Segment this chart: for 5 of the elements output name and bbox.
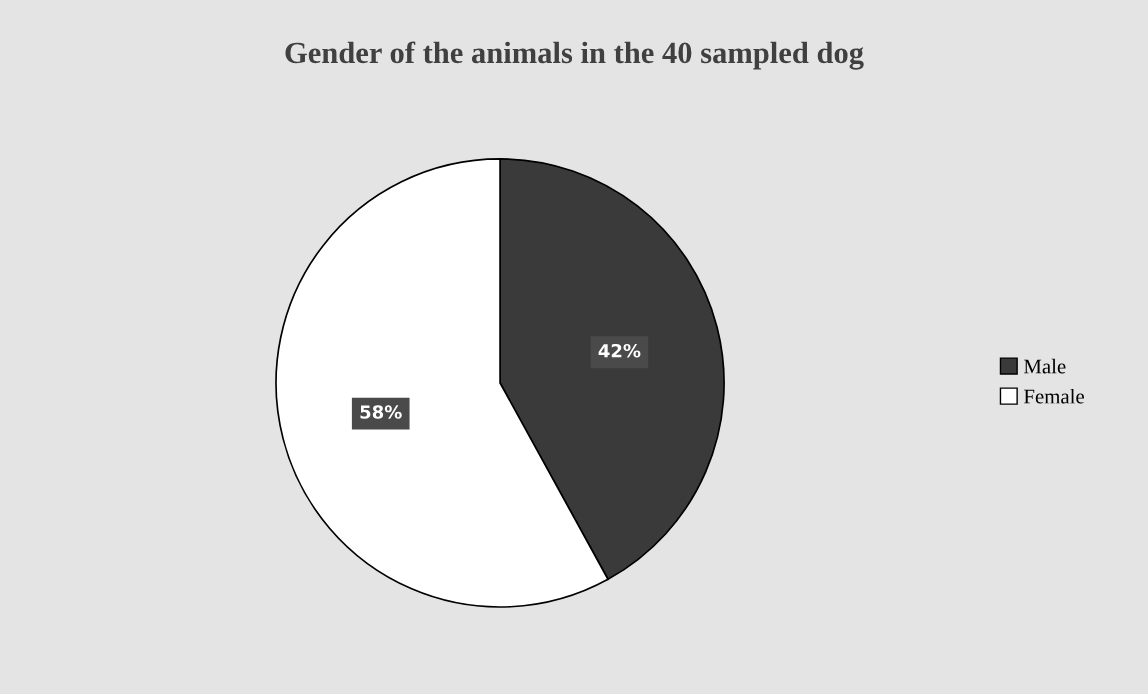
data-label: 58%	[360, 405, 402, 419]
legend-label: Male	[1023, 358, 1066, 374]
data-label: 42%	[598, 343, 641, 358]
legend-label: Female	[1023, 388, 1084, 404]
chart-title: Gender of the animals in the 40 sampled dog	[285, 41, 864, 70]
